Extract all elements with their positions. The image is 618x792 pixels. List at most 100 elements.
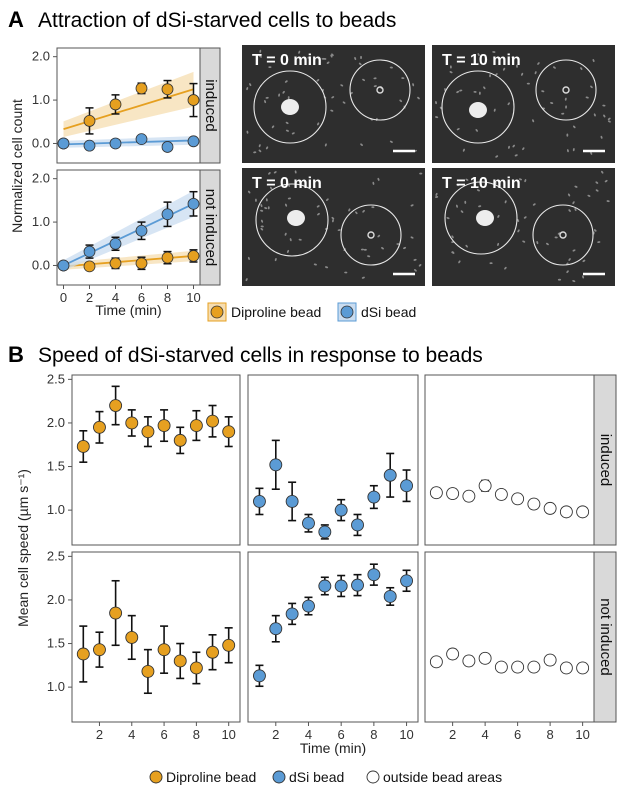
cell-speck: [332, 219, 334, 223]
cell-speck: [367, 255, 371, 258]
cell-speck: [264, 100, 267, 104]
y-tick-label: 2.5: [47, 371, 65, 386]
cell-speck: [326, 198, 329, 201]
data-point: [109, 257, 122, 270]
y-tick-label: 2.0: [47, 592, 65, 607]
y-tick-label: 2.5: [47, 548, 65, 563]
y-tick-label: 1.0: [47, 679, 65, 694]
cell-speck: [508, 145, 510, 149]
cell-speck: [313, 263, 317, 266]
cell-speck: [516, 64, 518, 68]
facet-strip-label: not induced: [202, 189, 219, 267]
cell-speck: [401, 77, 405, 79]
cell-speck: [413, 258, 417, 261]
panel-a-letter: A: [8, 7, 24, 32]
cell-speck: [389, 140, 393, 143]
data-point: [161, 83, 174, 96]
cell-speck: [534, 71, 537, 75]
cell-speck: [337, 229, 341, 232]
data-point: [285, 607, 299, 621]
cell-speck: [331, 216, 335, 220]
cell-speck: [521, 72, 524, 76]
x-tick-label: 4: [112, 290, 119, 305]
data-point: [351, 518, 364, 532]
cell-speck: [284, 80, 288, 83]
cell-speck: [414, 269, 417, 272]
cell-speck: [504, 200, 507, 204]
data-point: [429, 655, 443, 669]
x-tick-label: 4: [305, 727, 312, 742]
x-tick-label: 2: [272, 727, 279, 742]
cell-speck: [593, 229, 597, 232]
bead-area-circle: [444, 181, 518, 255]
bead-area-circle: [532, 204, 594, 266]
cell-speck: [435, 116, 439, 119]
y-tick-label: 2.0: [32, 171, 50, 186]
data-point: [83, 139, 96, 152]
cell-speck: [259, 55, 262, 58]
cell-speck: [451, 251, 455, 254]
data-point: [141, 664, 155, 678]
cell-speck: [504, 266, 507, 270]
cell-speck: [403, 246, 407, 250]
cell-speck: [502, 67, 506, 71]
data-point: [173, 654, 187, 668]
cell-speck: [512, 144, 515, 148]
cell-speck: [456, 128, 460, 131]
facet-strip: [593, 374, 617, 546]
x-tick-label: 6: [514, 727, 521, 742]
data-point: [543, 653, 557, 667]
cell-speck: [607, 117, 611, 120]
cell-speck: [600, 135, 603, 139]
data-point: [478, 479, 492, 493]
cell-speck: [597, 241, 601, 244]
cell-speck: [582, 275, 585, 279]
legend-label: dSi bead: [361, 304, 416, 320]
cell-speck: [316, 79, 320, 82]
data-point: [222, 638, 236, 652]
data-point: [109, 399, 123, 412]
cell-speck: [507, 102, 510, 106]
cell-speck: [246, 130, 249, 134]
cell-speck: [497, 242, 500, 246]
panel-b-title: Speed of dSi-starved cells in response t…: [38, 344, 483, 367]
data-point: [93, 420, 106, 434]
cell-speck: [410, 204, 414, 207]
data-point: [187, 94, 200, 106]
cell-speck: [289, 238, 292, 242]
cell-speck: [572, 201, 575, 205]
data-point: [302, 599, 315, 613]
cell-speck: [258, 149, 262, 153]
data-point: [494, 487, 508, 501]
y-axis-label: Mean cell speed (µm s⁻¹): [15, 469, 31, 627]
cell-speck: [492, 51, 496, 53]
x-tick-label: 8: [547, 727, 554, 742]
data-point: [135, 257, 148, 270]
x-tick-label: 6: [160, 727, 167, 742]
cell-speck: [449, 65, 452, 69]
cell-speck: [354, 56, 357, 61]
x-tick-label: 6: [338, 727, 345, 742]
cell-speck: [298, 50, 301, 54]
cell-speck: [307, 56, 311, 59]
data-point: [318, 579, 332, 593]
cell-speck: [546, 242, 549, 246]
cell-speck: [476, 189, 480, 192]
data-point: [543, 501, 557, 515]
micrograph-grid: T = 0 min T = 10 min T = 0 min T = 10 min: [242, 45, 615, 286]
cell-speck: [278, 93, 281, 97]
bead-area-circle: [340, 204, 402, 266]
cell-speck: [522, 240, 526, 243]
data-point: [446, 487, 460, 501]
cell-speck: [607, 120, 611, 123]
panel-b-frame: [424, 551, 595, 723]
cell-speck: [435, 192, 438, 196]
data-point: [222, 425, 236, 439]
data-point: [189, 419, 203, 433]
cell-speck: [342, 101, 346, 104]
data-point: [527, 660, 541, 674]
cell-speck: [396, 243, 400, 245]
data-point: [334, 579, 348, 593]
cell-speck: [258, 144, 261, 148]
cell-speck: [557, 278, 562, 281]
